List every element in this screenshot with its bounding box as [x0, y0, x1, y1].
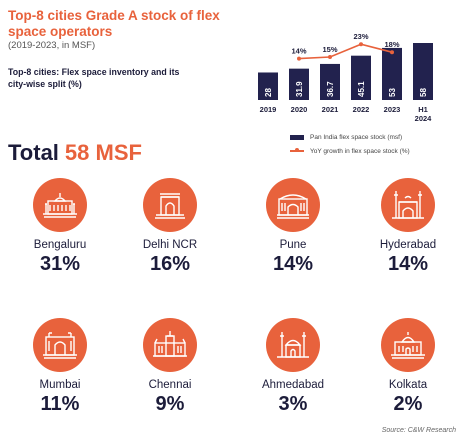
city-name: Mumbai	[39, 379, 81, 391]
palace-icon	[33, 178, 87, 232]
city-ahmedabad: Ahmedabad 3%	[238, 318, 348, 416]
city-share: 16%	[149, 253, 191, 275]
legend-swatch-bar	[290, 134, 304, 140]
bar-value-label: 36.7	[326, 81, 335, 97]
bar-2023	[382, 47, 402, 100]
growth-label: 18%	[384, 40, 399, 49]
city-kolkata: Kolkata 2%	[353, 318, 463, 416]
total-value: 58 MSF	[64, 140, 142, 165]
central-station-icon	[143, 318, 197, 372]
x-tick-label: 2023	[384, 105, 401, 114]
legend-label-line: YoY growth in flex space stock (%)	[310, 147, 410, 155]
charminar-icon	[381, 178, 435, 232]
city-name: Pune	[279, 239, 307, 251]
city-share: 2%	[393, 393, 423, 415]
growth-point-2023	[390, 50, 394, 55]
bar-2022	[351, 55, 371, 100]
city-delhi-ncr: Delhi NCR 16%	[115, 178, 225, 276]
bar-H1 2024	[413, 43, 433, 100]
growth-label: 23%	[353, 32, 368, 41]
city-name: Bengaluru	[33, 239, 87, 251]
bar-value-label: 58	[419, 88, 428, 97]
city-share: 31%	[39, 253, 81, 275]
chart-legend: Pan India flex space stock (msf) YoY gro…	[290, 130, 410, 158]
x-tick-label: 2024	[415, 114, 433, 123]
growth-point-2022	[359, 42, 363, 47]
stock-growth-chart: 28 31.9 36.7 45.1 53 58 14% 15% 23% 18% 2019 2020 20…	[258, 32, 433, 123]
growth-line	[298, 43, 393, 60]
total-label: Total	[8, 140, 59, 165]
fort-gate-icon	[266, 178, 320, 232]
bar-2021	[320, 63, 340, 100]
growth-point-2021	[328, 55, 332, 59]
city-name: Ahmedabad	[261, 379, 325, 391]
city-name: Hyderabad	[379, 239, 437, 251]
chart-note: Top-8 cities: Flex space inventory and i…	[8, 67, 180, 89]
city-name: Kolkata	[388, 379, 428, 391]
bar-2020	[289, 68, 309, 100]
bar-value-label: 31.9	[295, 81, 304, 97]
india-gate-icon	[143, 178, 197, 232]
legend-item-bar: Pan India flex space stock (msf)	[290, 130, 410, 144]
x-tick-label: 2021	[322, 105, 339, 114]
total-stock: Total 58 MSF	[8, 140, 142, 166]
bar-2019	[258, 72, 278, 100]
source-note: Source: C&W Research	[381, 427, 456, 434]
page-subtitle: (2019-2023, in MSF)	[8, 40, 96, 51]
city-hyderabad: Hyderabad 14%	[353, 178, 463, 276]
x-tick-label: 2020	[291, 105, 308, 114]
bar-value-label: 53	[388, 88, 397, 97]
legend-swatch-line	[290, 148, 304, 152]
memorial-icon	[381, 318, 435, 372]
city-name: Delhi NCR	[142, 239, 198, 251]
city-chennai: Chennai 9%	[115, 318, 225, 416]
city-bengaluru: Bengaluru 31%	[5, 178, 115, 276]
city-mumbai: Mumbai 11%	[5, 318, 115, 416]
x-tick-label: 2022	[353, 105, 370, 114]
city-share: 14%	[387, 253, 429, 275]
mosque-icon	[266, 318, 320, 372]
city-share: 11%	[40, 393, 80, 415]
city-share: 3%	[278, 393, 308, 415]
growth-point-2020	[297, 56, 301, 61]
legend-item-line: YoY growth in flex space stock (%)	[290, 144, 410, 158]
growth-label: 14%	[291, 47, 306, 56]
growth-label: 15%	[322, 45, 337, 54]
x-tick-label: H1	[418, 105, 428, 114]
legend-label-bar: Pan India flex space stock (msf)	[310, 133, 403, 141]
city-share: 14%	[272, 253, 314, 275]
city-name: Chennai	[148, 379, 192, 391]
page-title: Top-8 cities Grade A stock of flex space…	[8, 8, 220, 39]
city-pune: Pune 14%	[238, 178, 348, 276]
city-share: 9%	[155, 393, 185, 415]
x-tick-label: 2019	[260, 105, 277, 114]
gateway-icon	[33, 318, 87, 372]
bar-value-label: 45.1	[357, 81, 366, 97]
bar-value-label: 28	[264, 88, 273, 97]
